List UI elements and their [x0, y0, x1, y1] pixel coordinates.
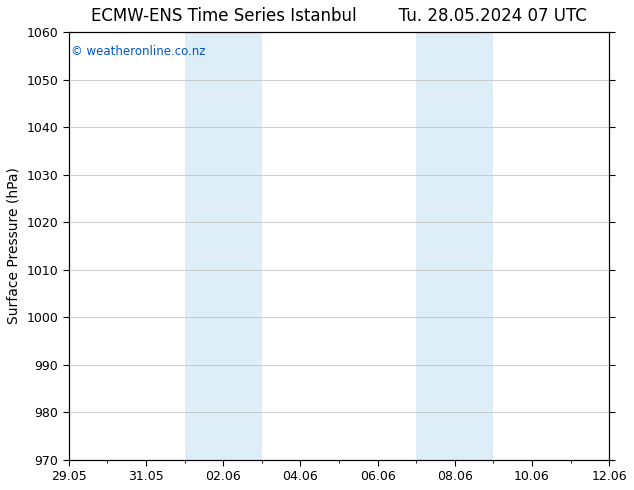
Text: © weatheronline.co.nz: © weatheronline.co.nz: [72, 45, 206, 58]
Bar: [417, 32, 493, 460]
Bar: [184, 32, 262, 460]
Title: ECMW-ENS Time Series Istanbul        Tu. 28.05.2024 07 UTC: ECMW-ENS Time Series Istanbul Tu. 28.05.…: [91, 7, 587, 25]
Y-axis label: Surface Pressure (hPa): Surface Pressure (hPa): [7, 168, 21, 324]
